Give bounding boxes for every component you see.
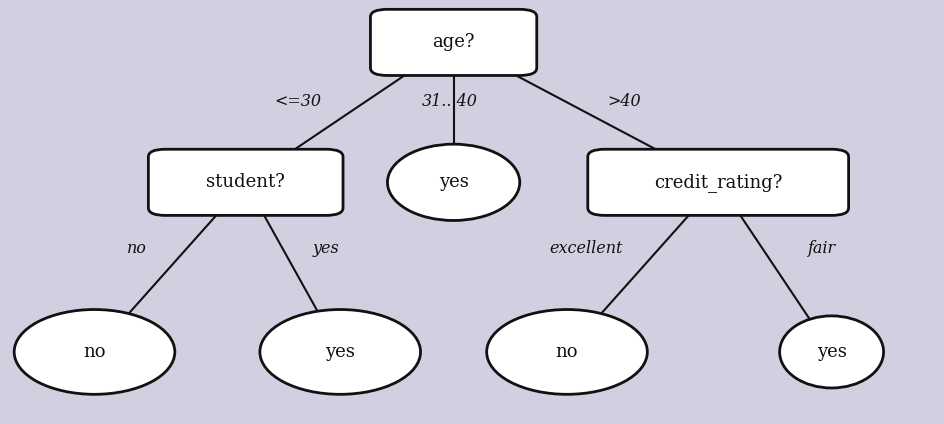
FancyBboxPatch shape (370, 9, 536, 75)
Ellipse shape (14, 310, 175, 394)
Text: no: no (555, 343, 578, 361)
Text: 31...40: 31...40 (421, 93, 478, 110)
Text: credit_rating?: credit_rating? (653, 173, 782, 192)
Text: no: no (83, 343, 106, 361)
Text: yes: yes (438, 173, 468, 191)
Text: yes: yes (325, 343, 355, 361)
FancyBboxPatch shape (587, 149, 848, 215)
Text: yes: yes (816, 343, 846, 361)
Ellipse shape (779, 316, 883, 388)
Text: <=30: <=30 (274, 93, 321, 110)
Text: excellent: excellent (548, 240, 622, 257)
FancyBboxPatch shape (148, 149, 343, 215)
Text: fair: fair (807, 240, 835, 257)
Ellipse shape (387, 144, 519, 220)
Text: no: no (126, 240, 147, 257)
Text: >40: >40 (606, 93, 640, 110)
Text: student?: student? (206, 173, 285, 191)
Ellipse shape (486, 310, 647, 394)
Ellipse shape (260, 310, 420, 394)
Text: age?: age? (432, 33, 474, 51)
Text: yes: yes (312, 240, 339, 257)
